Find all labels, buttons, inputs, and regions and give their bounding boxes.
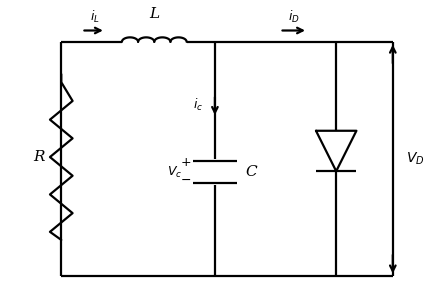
Text: C: C — [245, 165, 257, 179]
Text: L: L — [149, 6, 159, 21]
Text: $i_c$: $i_c$ — [193, 96, 203, 113]
Text: $i_D$: $i_D$ — [288, 9, 300, 25]
Text: +: + — [181, 156, 191, 169]
Text: R: R — [33, 150, 45, 164]
Text: $i_L$: $i_L$ — [90, 9, 99, 25]
Text: $V_D$: $V_D$ — [406, 151, 424, 167]
Text: $V_c$: $V_c$ — [167, 165, 182, 180]
Text: −: − — [181, 174, 191, 187]
